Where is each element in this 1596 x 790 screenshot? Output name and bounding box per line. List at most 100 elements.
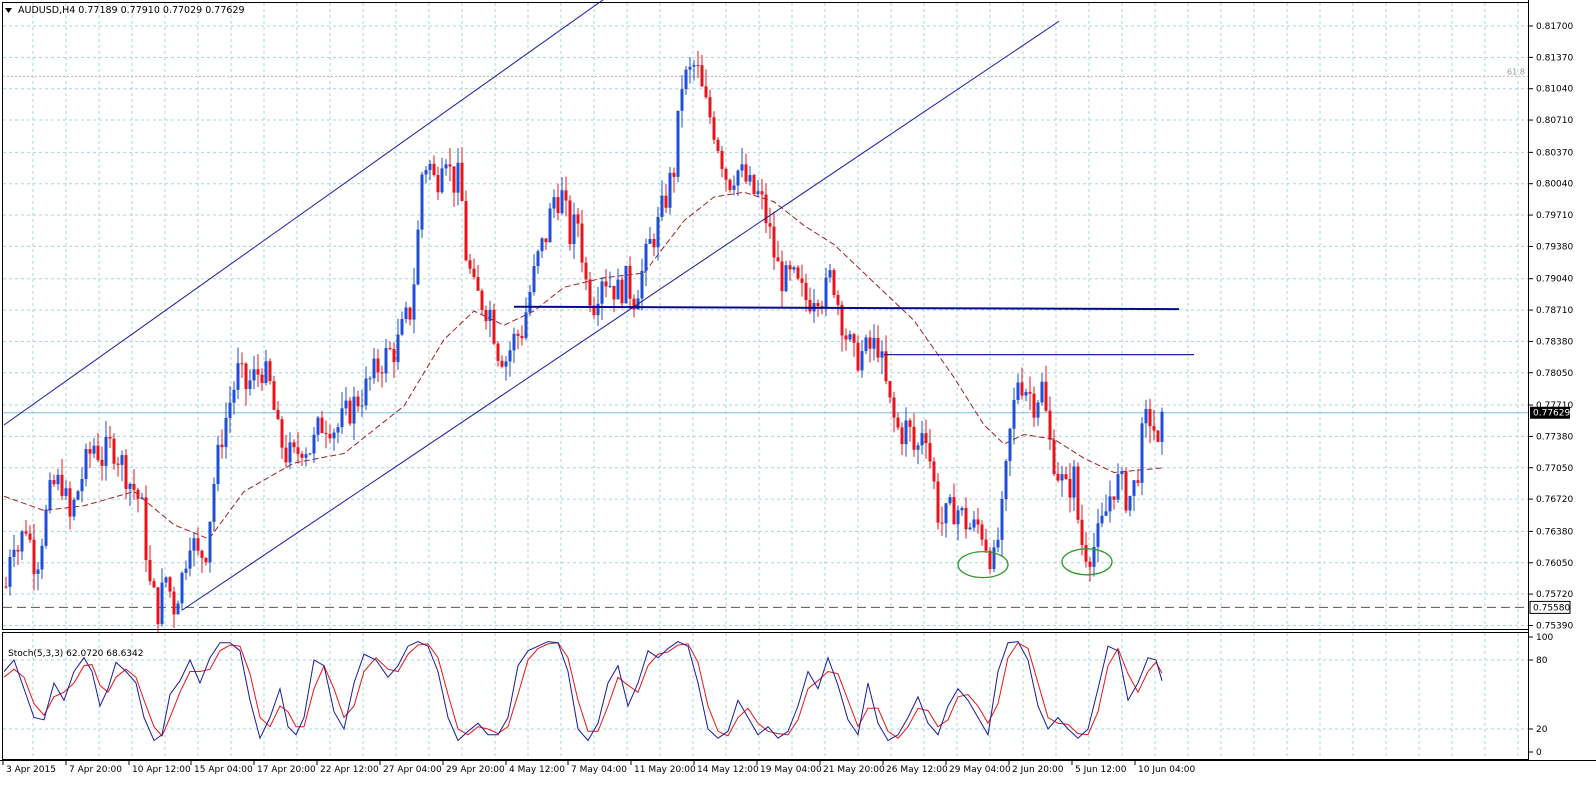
bear-candle <box>924 433 928 444</box>
bull-candle <box>528 292 532 313</box>
price-tick-label: 0.76720 <box>1536 495 1573 505</box>
bear-candle <box>452 166 456 193</box>
bull-candle <box>456 162 460 193</box>
dropdown-arrow-icon[interactable] <box>5 8 12 13</box>
bear-candle <box>720 150 724 169</box>
bull-candle <box>176 603 180 615</box>
bull-candle <box>232 389 236 403</box>
bull-candle <box>792 267 796 270</box>
support-price-box <box>1529 600 1571 614</box>
price-tick-label: 0.81700 <box>1536 22 1573 32</box>
bull-candle <box>76 491 80 500</box>
support-price-label: 0.75580 <box>1533 603 1570 613</box>
bear-candle <box>884 351 888 382</box>
stoch-tick-label: 20 <box>1536 725 1548 735</box>
bear-candle <box>1152 426 1156 431</box>
bull-candle <box>872 337 876 349</box>
bear-candle <box>28 533 32 540</box>
bear-candle <box>16 549 20 552</box>
bear-candle <box>588 279 592 306</box>
bull-candle <box>248 380 252 389</box>
stoch-tick-label: 100 <box>1536 633 1553 643</box>
bull-candle <box>524 312 528 339</box>
price-tick-label: 0.76050 <box>1536 559 1573 569</box>
bull-candle <box>548 208 552 243</box>
bear-candle <box>436 175 440 193</box>
bear-candle <box>816 302 820 307</box>
time-tick-label: 14 May 12:00 <box>697 765 759 775</box>
bear-candle <box>708 97 712 118</box>
bull-candle <box>56 474 60 485</box>
bull-candle <box>308 453 312 455</box>
bull-candle <box>732 185 736 190</box>
bull-candle <box>648 238 652 244</box>
bull-candle <box>192 538 196 551</box>
bull-candle <box>336 427 340 433</box>
candles[interactable] <box>4 50 1164 634</box>
bull-candle <box>1000 499 1004 540</box>
stoch-label: Stoch(5,3,3) 62.0720 68.6342 <box>8 649 143 659</box>
bear-candle <box>988 550 992 569</box>
bear-candle <box>460 162 464 202</box>
bear-candle <box>580 223 584 263</box>
bear-candle <box>768 223 772 227</box>
bear-candle <box>476 277 480 291</box>
time-tick-label: 3 Apr 2015 <box>6 765 56 775</box>
bull-candle <box>640 270 644 299</box>
bull-candle <box>740 164 744 171</box>
bull-candle <box>540 238 544 252</box>
bear-candle <box>448 164 452 167</box>
price-levels: 61.8 <box>3 67 1528 608</box>
bull-candle <box>616 279 620 300</box>
bull-candle <box>552 197 556 209</box>
bull-candle <box>560 190 564 214</box>
bull-candle <box>8 557 12 587</box>
price-tick-label: 0.77380 <box>1536 432 1573 442</box>
bull-candle <box>1104 511 1108 516</box>
bear-candle <box>240 363 244 365</box>
bear-candle <box>632 298 636 310</box>
bear-candle <box>1124 471 1128 511</box>
bull-candle <box>384 348 388 374</box>
bear-candle <box>500 360 504 367</box>
time-tick-label: 15 Apr 04:00 <box>194 765 253 775</box>
stoch-tick-label: 0 <box>1536 748 1542 758</box>
bull-candle <box>532 266 536 293</box>
bear-candle <box>516 333 520 336</box>
bear-candle <box>388 348 392 350</box>
bull-candle <box>304 454 308 458</box>
bear-candle <box>584 262 588 280</box>
moving-average <box>3 191 1165 540</box>
bear-candle <box>484 309 488 321</box>
bear-candle <box>752 175 756 195</box>
bear-candle <box>204 557 208 563</box>
bull-candle <box>828 270 832 278</box>
bull-candle <box>400 319 404 335</box>
bull-candle <box>1060 474 1064 481</box>
bear-candle <box>468 260 472 269</box>
bull-candle <box>508 350 512 362</box>
bull-candle <box>80 478 84 492</box>
price-tick-label: 0.81040 <box>1536 85 1573 95</box>
price-tick-label: 0.79040 <box>1536 275 1573 285</box>
bull-candle <box>644 243 648 271</box>
bear-candle <box>800 278 804 283</box>
bull-candle <box>956 510 960 525</box>
bear-candle <box>124 455 128 489</box>
bull-candle <box>960 507 964 511</box>
bear-candle <box>32 539 36 574</box>
bull-candle <box>944 503 948 524</box>
bear-candle <box>888 381 892 398</box>
trend-drawings[interactable] <box>3 0 1194 611</box>
bear-candle <box>1088 561 1092 567</box>
bear-candle <box>776 257 780 262</box>
bear-candle <box>148 559 152 582</box>
bull-candle <box>1012 400 1016 429</box>
bear-candle <box>868 337 872 349</box>
price-tick-label: 0.78380 <box>1536 337 1573 347</box>
bear-candle <box>628 265 632 299</box>
bear-candle <box>300 453 304 458</box>
time-tick-label: 17 Apr 20:00 <box>257 765 316 775</box>
bear-candle <box>464 201 468 261</box>
